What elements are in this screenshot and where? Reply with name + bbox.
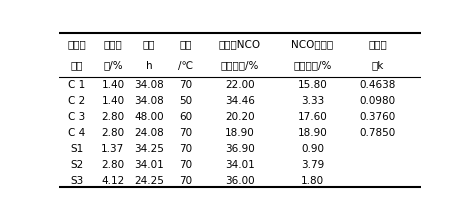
Text: 2.80: 2.80 (102, 128, 124, 138)
Text: 15.80: 15.80 (298, 80, 327, 90)
Text: C 4: C 4 (68, 128, 85, 138)
Text: 0.4638: 0.4638 (359, 80, 396, 90)
Text: C 2: C 2 (68, 96, 85, 106)
Text: h: h (146, 61, 153, 71)
Text: 22.00: 22.00 (225, 80, 255, 90)
Text: 1.80: 1.80 (301, 176, 324, 186)
Text: 催化剂: 催化剂 (67, 39, 86, 49)
Text: 数/%: 数/% (103, 61, 123, 71)
Text: 3.33: 3.33 (301, 96, 324, 106)
Text: 1.40: 1.40 (102, 80, 124, 90)
Text: 36.90: 36.90 (225, 144, 255, 154)
Text: 质量分数/%: 质量分数/% (293, 61, 331, 71)
Text: 质量分: 质量分 (103, 39, 122, 49)
Text: 18.90: 18.90 (298, 128, 327, 138)
Text: 48.00: 48.00 (134, 112, 164, 122)
Text: /℃: /℃ (178, 61, 193, 71)
Text: 18.90: 18.90 (225, 128, 255, 138)
Text: 20.20: 20.20 (225, 112, 255, 122)
Text: 0.7850: 0.7850 (359, 128, 396, 138)
Text: 70: 70 (179, 80, 192, 90)
Text: 34.01: 34.01 (225, 160, 255, 170)
Text: S1: S1 (70, 144, 83, 154)
Text: 34.25: 34.25 (134, 144, 164, 154)
Text: 时间: 时间 (143, 39, 155, 49)
Text: 70: 70 (179, 160, 192, 170)
Text: 34.08: 34.08 (134, 80, 164, 90)
Text: 50: 50 (179, 96, 192, 106)
Text: 24.08: 24.08 (134, 128, 164, 138)
Text: 70: 70 (179, 176, 192, 186)
Text: 1.40: 1.40 (102, 96, 124, 106)
Text: 17.60: 17.60 (298, 112, 327, 122)
Text: NCO减少的: NCO减少的 (291, 39, 334, 49)
Text: 数k: 数k (372, 61, 384, 71)
Text: 0.3760: 0.3760 (359, 112, 396, 122)
Text: 2.80: 2.80 (102, 112, 124, 122)
Text: 34.08: 34.08 (134, 96, 164, 106)
Text: 3.79: 3.79 (301, 160, 324, 170)
Text: 4.12: 4.12 (101, 176, 124, 186)
Text: 反应后NCO: 反应后NCO (219, 39, 261, 49)
Text: 种类: 种类 (70, 61, 83, 71)
Text: 60: 60 (179, 112, 192, 122)
Text: 质量分数/%: 质量分数/% (221, 61, 259, 71)
Text: 34.46: 34.46 (225, 96, 255, 106)
Text: S3: S3 (70, 176, 83, 186)
Text: 34.01: 34.01 (134, 160, 164, 170)
Text: 温度: 温度 (179, 39, 192, 49)
Text: C 3: C 3 (68, 112, 85, 122)
Text: C 1: C 1 (68, 80, 85, 90)
Text: 0.0980: 0.0980 (359, 96, 396, 106)
Text: 36.00: 36.00 (225, 176, 255, 186)
Text: S2: S2 (70, 160, 83, 170)
Text: 24.25: 24.25 (134, 176, 164, 186)
Text: 平均常: 平均常 (368, 39, 387, 49)
Text: 70: 70 (179, 144, 192, 154)
Text: 0.90: 0.90 (301, 144, 324, 154)
Text: 1.37: 1.37 (101, 144, 124, 154)
Text: 2.80: 2.80 (102, 160, 124, 170)
Text: 70: 70 (179, 128, 192, 138)
